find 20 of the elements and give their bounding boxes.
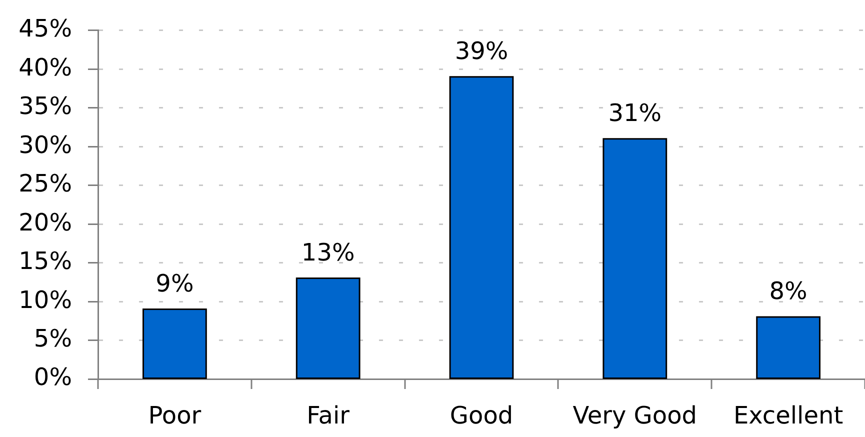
data-label: 8%: [769, 277, 808, 306]
y-tick-label: 45%: [18, 14, 72, 43]
x-tick-label: Fair: [306, 402, 350, 430]
y-tick-label: 40%: [18, 53, 72, 82]
y-tick-label: 5%: [34, 324, 72, 352]
data-label: 39%: [454, 36, 508, 65]
y-tick-label: 10%: [18, 286, 72, 314]
y-tick-label: 15%: [18, 247, 72, 276]
x-tick-label: Very Good: [572, 402, 698, 430]
x-tick-label: Excellent: [733, 402, 844, 430]
y-tick-label: 20%: [18, 208, 72, 236]
data-label: 9%: [156, 269, 194, 298]
x-tick-label: Good: [450, 402, 514, 430]
y-tick-label: 30%: [18, 130, 72, 159]
y-tick-label: 35%: [18, 92, 72, 120]
data-label: 13%: [301, 238, 355, 266]
data-label: 31%: [608, 98, 662, 127]
y-tick-label: 0%: [34, 363, 72, 392]
x-tick-label: Poor: [148, 402, 202, 430]
y-tick-label: 25%: [18, 170, 72, 198]
